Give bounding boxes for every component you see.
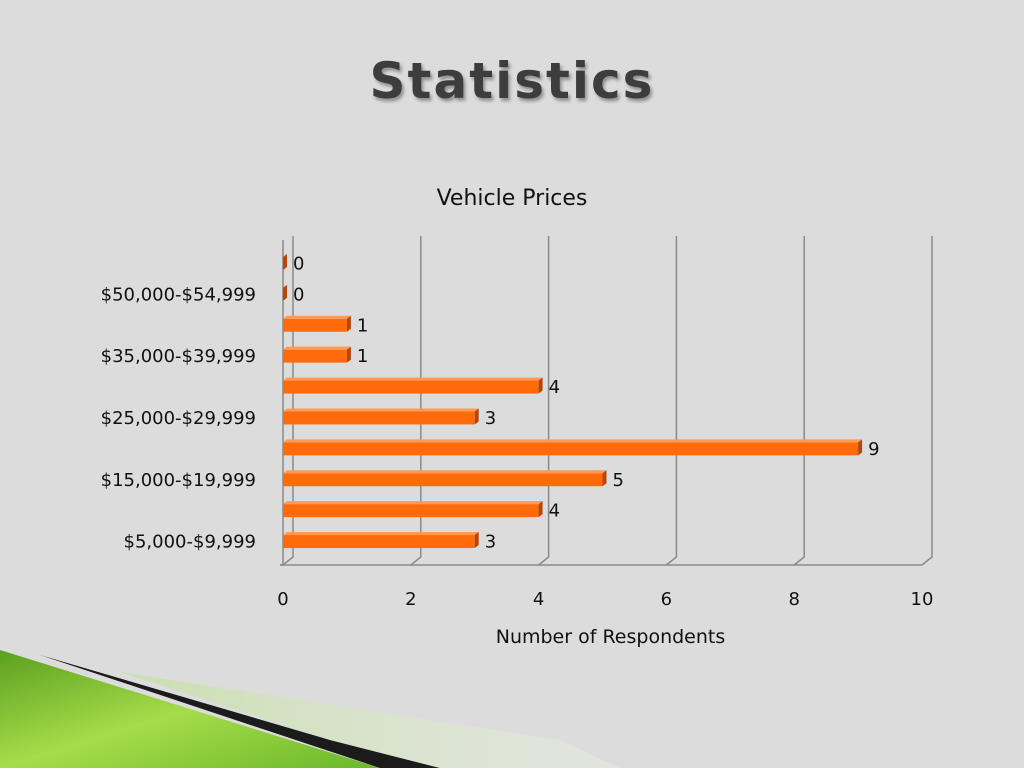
- x-axis-title: Number of Respondents: [496, 626, 726, 648]
- data-label: 4: [549, 501, 560, 522]
- bar: [283, 411, 475, 425]
- category-label: $50,000-$54,999: [101, 284, 256, 305]
- bar: [283, 442, 859, 456]
- bar-side: [474, 532, 479, 549]
- bar: [283, 318, 347, 332]
- bar-side: [283, 284, 287, 301]
- category-label: $25,000-$29,999: [101, 408, 256, 429]
- category-label: $15,000-$19,999: [101, 470, 256, 491]
- bar-top: [283, 439, 863, 443]
- bar-side: [538, 377, 543, 394]
- gridline: [538, 236, 550, 566]
- bar-side: [346, 346, 351, 363]
- bar-top: [283, 501, 543, 505]
- bar-top: [283, 315, 351, 319]
- x-tick-label: 8: [788, 589, 799, 610]
- bar: [283, 473, 603, 487]
- bar-side: [602, 470, 607, 487]
- data-label: 3: [485, 532, 496, 553]
- bar: [283, 504, 539, 518]
- x-tick-label: 2: [405, 589, 416, 610]
- data-label: 0: [293, 284, 304, 305]
- x-tick-label: 6: [661, 589, 672, 610]
- category-label: $35,000-$39,999: [101, 346, 256, 367]
- category-label: $5,000-$9,999: [124, 532, 256, 553]
- bar-top: [283, 346, 351, 350]
- gridline: [921, 236, 933, 566]
- data-label: 1: [357, 315, 368, 336]
- bar-side: [474, 408, 479, 425]
- gridline: [793, 236, 805, 566]
- gridline: [410, 236, 422, 566]
- bar-top: [283, 408, 479, 412]
- data-label: 3: [485, 408, 496, 429]
- bar: [283, 535, 475, 549]
- bar-top: [283, 470, 607, 474]
- bar-side: [858, 439, 863, 456]
- bar-top: [283, 377, 543, 381]
- data-label: 5: [613, 470, 624, 491]
- gridline: [665, 236, 678, 566]
- x-tick-label: 4: [533, 589, 544, 610]
- bar-top: [283, 532, 479, 536]
- chart-title: Vehicle Prices: [436, 186, 588, 211]
- data-label: 9: [868, 439, 879, 460]
- bar-side: [283, 253, 287, 270]
- bar-side: [538, 501, 543, 518]
- bar: [283, 380, 539, 394]
- bar: [283, 349, 347, 363]
- x-tick-label: 10: [911, 589, 934, 610]
- slide-title: Statistics: [369, 52, 655, 110]
- data-label: 1: [357, 346, 368, 367]
- gridline: [282, 236, 294, 566]
- data-label: 0: [293, 253, 304, 274]
- bar-side: [346, 315, 351, 332]
- x-tick-label: 0: [277, 589, 288, 610]
- data-label: 4: [549, 377, 560, 398]
